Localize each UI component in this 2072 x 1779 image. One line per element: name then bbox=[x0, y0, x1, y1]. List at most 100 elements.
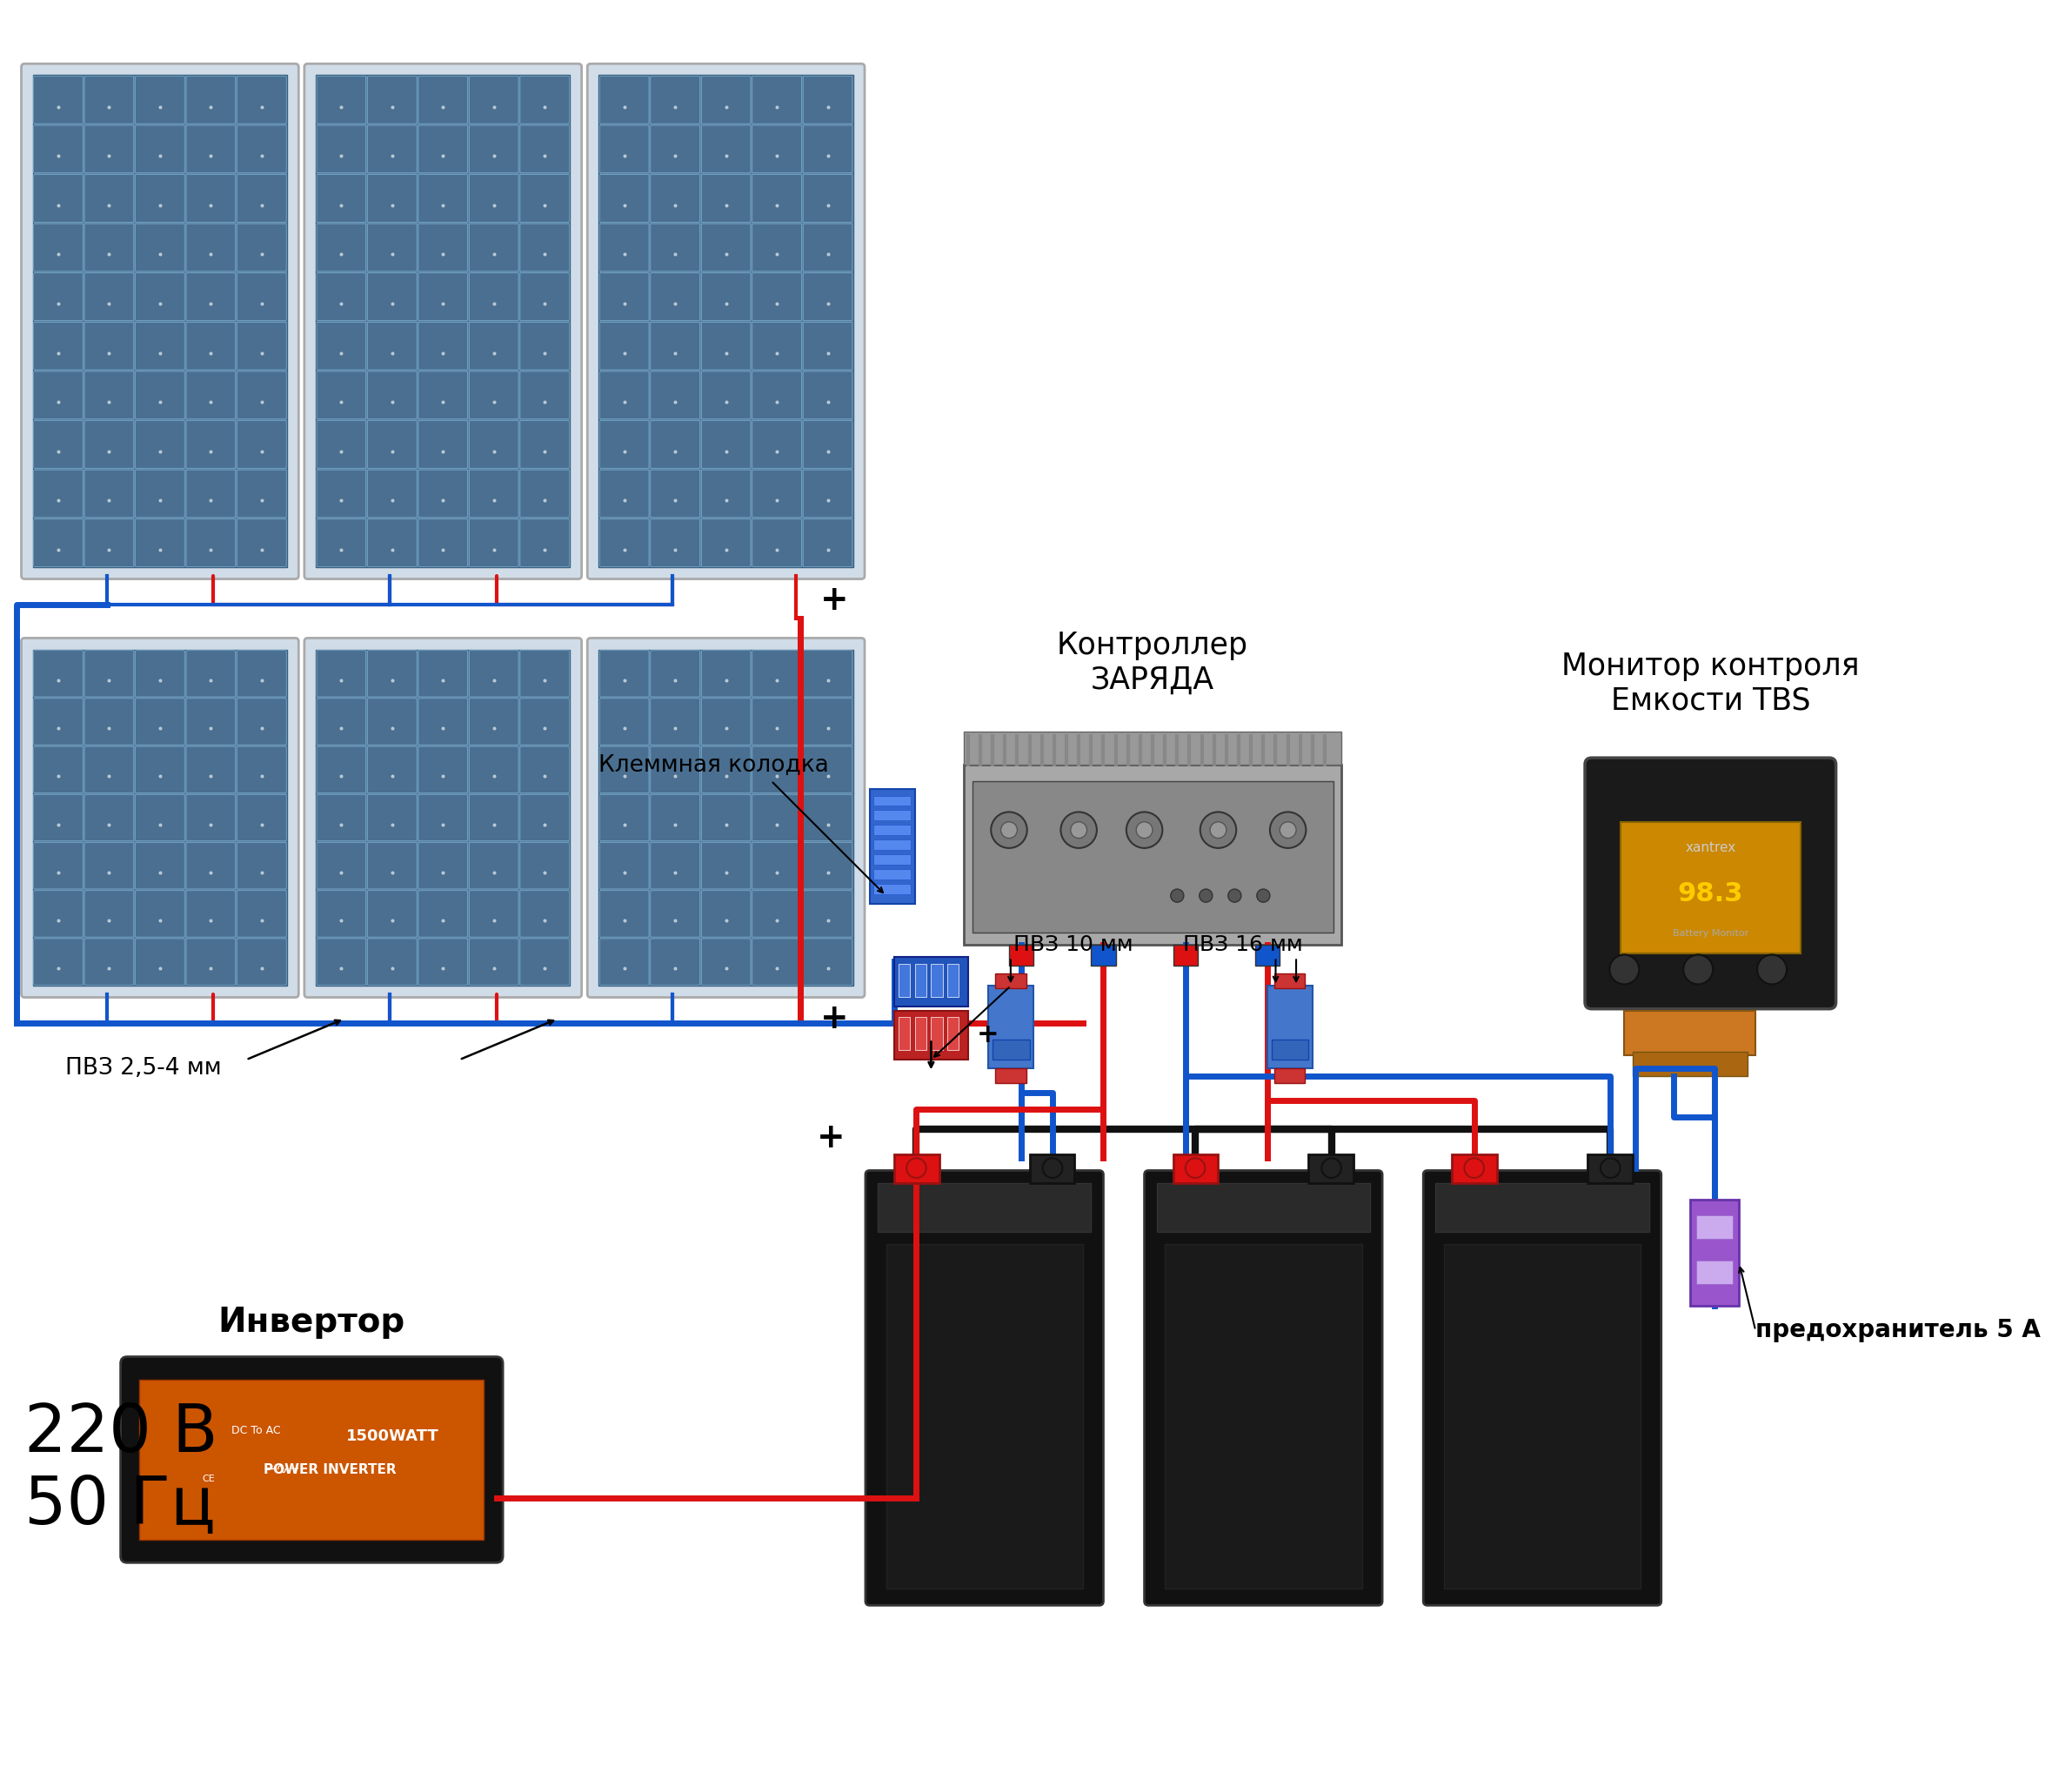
FancyBboxPatch shape bbox=[651, 224, 700, 272]
FancyBboxPatch shape bbox=[419, 372, 468, 420]
FancyBboxPatch shape bbox=[186, 795, 236, 841]
FancyBboxPatch shape bbox=[367, 76, 416, 125]
Bar bbox=[1307, 1155, 1353, 1183]
Text: Клеммная колодка: Клеммная колодка bbox=[599, 753, 829, 776]
Circle shape bbox=[1185, 1158, 1206, 1178]
Text: Battery Monitor: Battery Monitor bbox=[1672, 929, 1749, 938]
FancyBboxPatch shape bbox=[752, 795, 802, 841]
Text: 220 В
50 Гц: 220 В 50 Гц bbox=[25, 1402, 218, 1539]
FancyBboxPatch shape bbox=[85, 699, 135, 745]
Circle shape bbox=[1071, 822, 1088, 838]
FancyBboxPatch shape bbox=[317, 125, 367, 173]
FancyBboxPatch shape bbox=[367, 322, 416, 370]
Bar bbox=[930, 1018, 943, 1050]
FancyBboxPatch shape bbox=[236, 76, 286, 125]
FancyBboxPatch shape bbox=[186, 519, 236, 568]
Text: xantrex: xantrex bbox=[1685, 841, 1736, 854]
FancyBboxPatch shape bbox=[419, 699, 468, 745]
FancyBboxPatch shape bbox=[599, 272, 649, 320]
Bar bbox=[315, 649, 570, 986]
Bar bbox=[1256, 945, 1280, 966]
FancyBboxPatch shape bbox=[33, 272, 83, 320]
Bar bbox=[1272, 1039, 1307, 1060]
FancyBboxPatch shape bbox=[651, 174, 700, 222]
FancyBboxPatch shape bbox=[186, 651, 236, 697]
FancyBboxPatch shape bbox=[702, 322, 750, 370]
Text: ПВЗ 2,5-4 мм: ПВЗ 2,5-4 мм bbox=[66, 1057, 222, 1080]
FancyBboxPatch shape bbox=[317, 891, 367, 938]
FancyBboxPatch shape bbox=[135, 795, 184, 841]
Bar bbox=[995, 1067, 1026, 1083]
FancyBboxPatch shape bbox=[599, 843, 649, 890]
FancyBboxPatch shape bbox=[317, 76, 367, 125]
FancyBboxPatch shape bbox=[599, 747, 649, 793]
FancyBboxPatch shape bbox=[21, 639, 298, 998]
FancyBboxPatch shape bbox=[702, 651, 750, 697]
FancyBboxPatch shape bbox=[186, 939, 236, 986]
Text: POWER INVERTER: POWER INVERTER bbox=[263, 1462, 396, 1477]
FancyBboxPatch shape bbox=[21, 64, 298, 578]
FancyBboxPatch shape bbox=[752, 843, 802, 890]
FancyBboxPatch shape bbox=[85, 651, 135, 697]
FancyBboxPatch shape bbox=[804, 174, 852, 222]
Bar bbox=[33, 75, 288, 568]
FancyBboxPatch shape bbox=[520, 651, 570, 697]
Text: Инвертор: Инвертор bbox=[218, 1306, 406, 1338]
Circle shape bbox=[990, 811, 1028, 849]
FancyBboxPatch shape bbox=[752, 939, 802, 986]
Bar bbox=[1697, 1215, 1732, 1238]
FancyBboxPatch shape bbox=[186, 843, 236, 890]
FancyBboxPatch shape bbox=[468, 76, 518, 125]
FancyBboxPatch shape bbox=[33, 470, 83, 518]
FancyBboxPatch shape bbox=[85, 76, 135, 125]
FancyBboxPatch shape bbox=[468, 651, 518, 697]
FancyBboxPatch shape bbox=[135, 939, 184, 986]
Circle shape bbox=[1600, 1158, 1620, 1178]
FancyBboxPatch shape bbox=[367, 272, 416, 320]
FancyBboxPatch shape bbox=[804, 843, 852, 890]
FancyBboxPatch shape bbox=[752, 699, 802, 745]
FancyBboxPatch shape bbox=[85, 747, 135, 793]
FancyBboxPatch shape bbox=[468, 891, 518, 938]
Bar bbox=[1009, 945, 1034, 966]
FancyBboxPatch shape bbox=[1144, 1171, 1382, 1605]
FancyBboxPatch shape bbox=[468, 372, 518, 420]
Bar bbox=[599, 649, 854, 986]
FancyBboxPatch shape bbox=[651, 843, 700, 890]
Bar bbox=[1587, 1155, 1633, 1183]
FancyBboxPatch shape bbox=[419, 174, 468, 222]
FancyBboxPatch shape bbox=[367, 747, 416, 793]
Circle shape bbox=[1200, 811, 1237, 849]
FancyBboxPatch shape bbox=[33, 519, 83, 568]
Bar bbox=[930, 964, 943, 996]
FancyBboxPatch shape bbox=[186, 272, 236, 320]
FancyBboxPatch shape bbox=[520, 272, 570, 320]
FancyBboxPatch shape bbox=[317, 519, 367, 568]
FancyBboxPatch shape bbox=[135, 224, 184, 272]
FancyBboxPatch shape bbox=[752, 76, 802, 125]
FancyBboxPatch shape bbox=[317, 747, 367, 793]
FancyBboxPatch shape bbox=[135, 519, 184, 568]
Circle shape bbox=[1127, 811, 1162, 849]
FancyBboxPatch shape bbox=[1585, 758, 1836, 1009]
FancyBboxPatch shape bbox=[468, 795, 518, 841]
FancyBboxPatch shape bbox=[419, 125, 468, 173]
FancyBboxPatch shape bbox=[85, 272, 135, 320]
Circle shape bbox=[1210, 822, 1227, 838]
FancyBboxPatch shape bbox=[367, 224, 416, 272]
FancyBboxPatch shape bbox=[236, 470, 286, 518]
Bar bbox=[1452, 1155, 1498, 1183]
FancyBboxPatch shape bbox=[85, 372, 135, 420]
FancyBboxPatch shape bbox=[317, 699, 367, 745]
FancyBboxPatch shape bbox=[236, 843, 286, 890]
FancyBboxPatch shape bbox=[468, 224, 518, 272]
FancyBboxPatch shape bbox=[702, 795, 750, 841]
FancyBboxPatch shape bbox=[419, 76, 468, 125]
FancyBboxPatch shape bbox=[468, 843, 518, 890]
FancyBboxPatch shape bbox=[236, 891, 286, 938]
FancyBboxPatch shape bbox=[236, 795, 286, 841]
FancyBboxPatch shape bbox=[599, 322, 649, 370]
Bar bbox=[895, 957, 968, 1007]
FancyBboxPatch shape bbox=[752, 125, 802, 173]
Bar bbox=[899, 964, 910, 996]
